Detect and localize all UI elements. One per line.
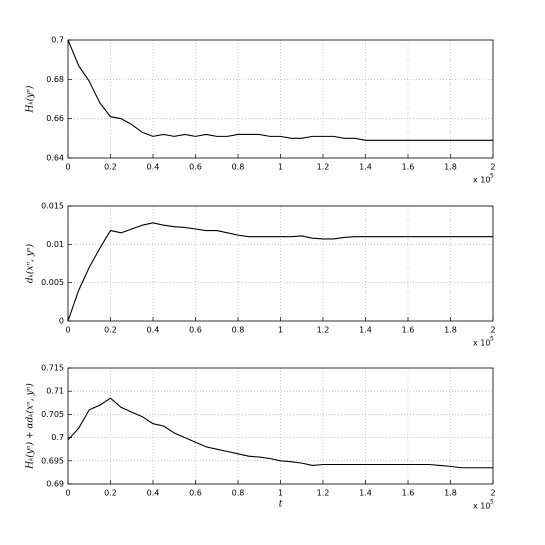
x-tick-label: 1 — [278, 163, 283, 172]
x-tick-label: 1.8 — [444, 326, 457, 335]
y-tick-label: 0.01 — [46, 240, 64, 249]
y-tick-label: 0.015 — [41, 202, 64, 211]
x-tick-label: 1.6 — [402, 163, 415, 172]
x-tick-label: 0.6 — [189, 489, 202, 498]
x-tick-label: 0.2 — [104, 163, 117, 172]
x-tick-label: 1.6 — [402, 489, 415, 498]
x-tick-label: 0 — [65, 489, 70, 498]
y-tick-label: 0.7 — [51, 36, 64, 45]
plot-area — [68, 40, 493, 158]
x-scale-exponent: 5 — [490, 336, 494, 343]
x-tick-label: 1.2 — [317, 163, 330, 172]
x-tick-label: 0.8 — [232, 489, 245, 498]
x-tick-label: 1.4 — [359, 163, 372, 172]
y-axis-label: Hₖ(yⁿ) — [25, 85, 36, 113]
axes-frame — [67, 367, 494, 485]
x-tick-label: 1.8 — [444, 163, 457, 172]
x-tick-label: 1.2 — [317, 489, 330, 498]
y-tick-label: 0.64 — [46, 154, 64, 163]
y-tick-label: 0.7 — [51, 433, 64, 442]
data-line — [67, 222, 493, 322]
x-scale-label: x 10 — [473, 176, 490, 185]
y-tick-label: 0.71 — [46, 387, 64, 396]
x-tick-label: 0.4 — [147, 489, 160, 498]
x-tick-label: 1.4 — [359, 489, 372, 498]
x-tick-label: 1.4 — [359, 326, 372, 335]
y-tick-label: 0.715 — [41, 364, 64, 373]
y-tick-label: 0.68 — [46, 75, 64, 84]
y-axis-label: dₖ(xⁿ, yⁿ) — [25, 243, 36, 283]
x-tick-label: 0.2 — [104, 489, 117, 498]
y-axis-label: Hₖ(yⁿ) + αdₖ(xⁿ, yⁿ) — [25, 383, 36, 470]
x-tick-label: 0 — [65, 163, 70, 172]
y-tick-label: 0 — [59, 317, 64, 326]
y-tick-label: 0.69 — [46, 480, 64, 489]
x-tick-label: 1 — [278, 489, 283, 498]
x-scale-label: x 10 — [473, 339, 490, 348]
x-tick-label: 0.6 — [189, 326, 202, 335]
x-tick-label: 0 — [65, 326, 70, 335]
y-tick-label: 0.695 — [41, 456, 64, 465]
x-scale-label: x 10 — [473, 502, 490, 511]
data-line — [67, 397, 493, 469]
x-tick-label: 0.6 — [189, 163, 202, 172]
x-tick-label: 2 — [490, 326, 495, 335]
x-tick-label: 0.2 — [104, 326, 117, 335]
axes-frame — [67, 205, 494, 322]
x-tick-label: 0.4 — [147, 326, 160, 335]
x-scale-exponent: 5 — [490, 499, 494, 506]
x-scale-exponent: 5 — [490, 173, 494, 180]
x-tick-label: 1.2 — [317, 326, 330, 335]
x-tick-label: 2 — [490, 163, 495, 172]
x-tick-label: 2 — [490, 489, 495, 498]
x-axis-label: t — [279, 500, 283, 510]
x-tick-label: 1.6 — [402, 326, 415, 335]
data-line — [67, 39, 493, 141]
y-tick-label: 0.705 — [41, 410, 64, 419]
x-tick-label: 0.8 — [232, 163, 245, 172]
x-tick-label: 0.8 — [232, 326, 245, 335]
y-tick-label: 0.66 — [46, 114, 64, 123]
axes-frame — [67, 39, 494, 159]
x-tick-label: 0.4 — [147, 163, 160, 172]
y-tick-label: 0.005 — [41, 278, 64, 287]
x-tick-label: 1.8 — [444, 489, 457, 498]
x-tick-label: 1 — [278, 326, 283, 335]
